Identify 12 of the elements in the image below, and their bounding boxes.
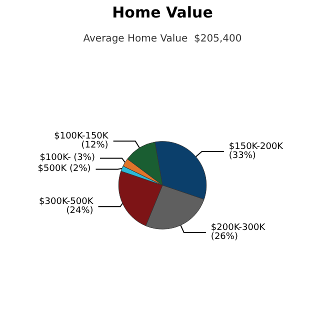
data-label: (12%) bbox=[81, 140, 108, 151]
slice-label: $100K-150K bbox=[54, 132, 110, 142]
data-label: (24%) bbox=[66, 206, 94, 216]
data-label: (26%) bbox=[210, 232, 238, 242]
slice-label: $300K-500K bbox=[39, 197, 94, 208]
slice-label: $200K-300K bbox=[210, 222, 266, 233]
slice-label: $500K (2%) bbox=[38, 164, 91, 174]
chart-title: Home Value bbox=[112, 4, 213, 22]
slice-label: $150K-200K bbox=[228, 142, 284, 152]
chart-subtitle: Average Home Value $205,400 bbox=[83, 34, 242, 44]
slice-label: $100K- (3%) bbox=[40, 153, 95, 164]
data-label: (33%) bbox=[228, 150, 256, 161]
